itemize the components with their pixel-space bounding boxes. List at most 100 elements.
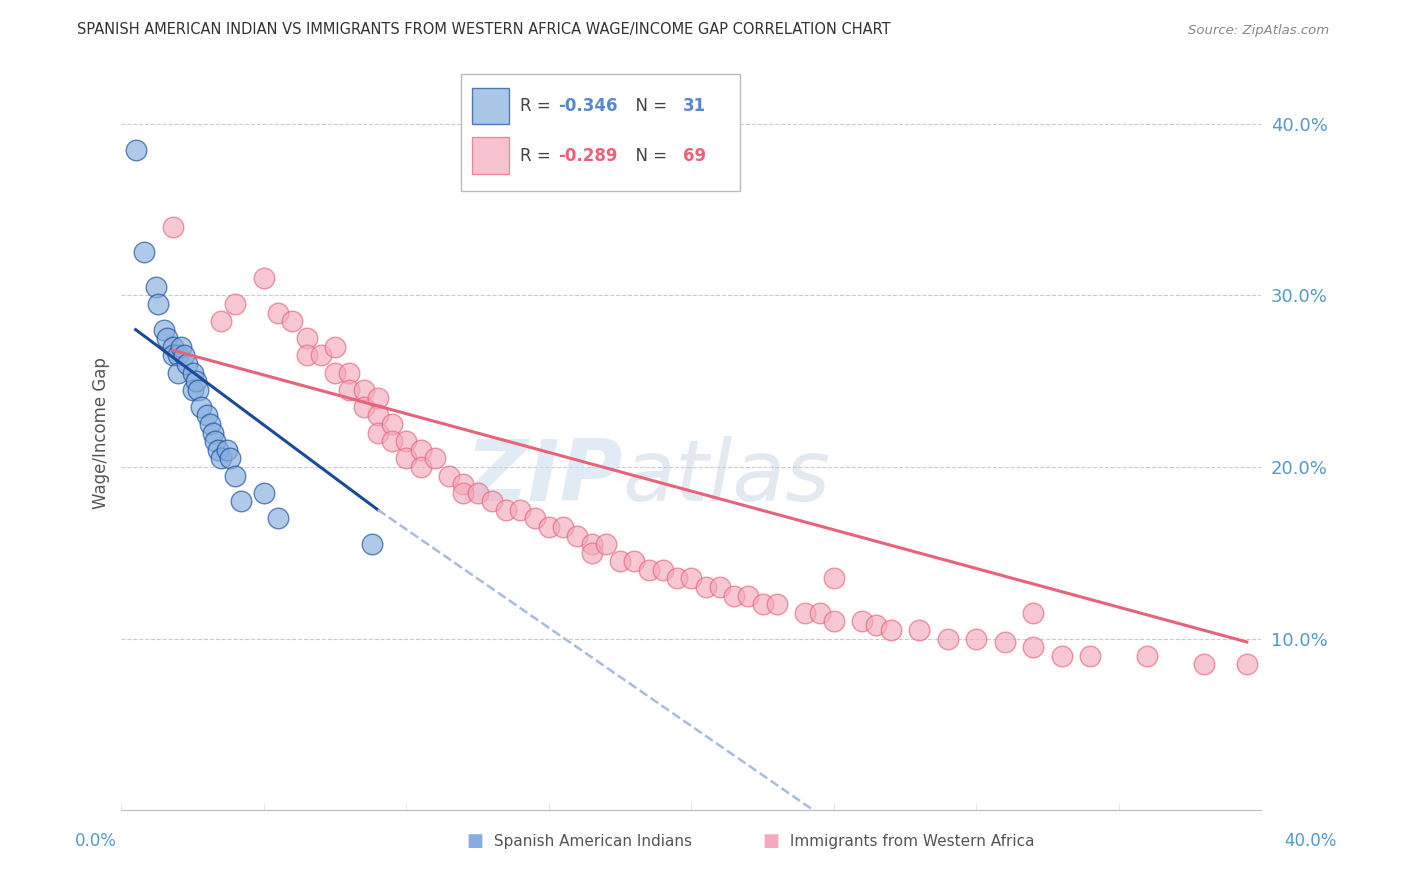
Point [437, 468, 460, 483]
Point [153, 323, 176, 337]
Text: ■: ■ [467, 831, 484, 849]
Point [936, 632, 959, 646]
Point [337, 383, 360, 397]
Text: -0.346: -0.346 [558, 96, 617, 115]
Point [253, 271, 276, 285]
Point [125, 143, 148, 157]
Text: Spanish American Indians: Spanish American Indians [489, 834, 692, 848]
Point [218, 451, 240, 466]
Point [965, 632, 987, 646]
Text: 69: 69 [683, 146, 706, 164]
Point [156, 331, 179, 345]
Point [195, 409, 218, 423]
Point [353, 383, 375, 397]
Text: 0.0%: 0.0% [75, 831, 117, 849]
Text: 31: 31 [683, 96, 706, 115]
Point [609, 554, 631, 568]
Point [170, 340, 193, 354]
Point [361, 537, 384, 551]
Point [367, 392, 389, 406]
Point [167, 366, 190, 380]
Point [495, 503, 517, 517]
Point [204, 434, 226, 449]
Point [880, 623, 903, 637]
Point [467, 485, 489, 500]
Point [509, 503, 531, 517]
Point [681, 572, 703, 586]
Point [190, 400, 212, 414]
Point [551, 520, 574, 534]
Point [637, 563, 659, 577]
Text: 40.0%: 40.0% [1284, 831, 1337, 849]
Text: SPANISH AMERICAN INDIAN VS IMMIGRANTS FROM WESTERN AFRICA WAGE/INCOME GAP CORREL: SPANISH AMERICAN INDIAN VS IMMIGRANTS FR… [77, 22, 891, 37]
Point [176, 357, 198, 371]
Point [1022, 606, 1045, 620]
Point [381, 434, 404, 449]
Point [1236, 657, 1258, 672]
Point [751, 597, 773, 611]
Point [201, 425, 224, 440]
Point [709, 580, 731, 594]
Point [808, 606, 831, 620]
Text: Immigrants from Western Africa: Immigrants from Western Africa [785, 834, 1033, 848]
Text: -0.289: -0.289 [558, 146, 617, 164]
Point [167, 348, 190, 362]
Point [453, 477, 475, 491]
Point [148, 297, 170, 311]
Point [395, 434, 418, 449]
Point [209, 314, 232, 328]
Point [523, 511, 546, 525]
Text: R =: R = [520, 146, 557, 164]
Point [323, 366, 346, 380]
Point [865, 617, 887, 632]
Point [145, 279, 167, 293]
FancyBboxPatch shape [472, 87, 509, 124]
Point [367, 425, 389, 440]
Text: atlas: atlas [623, 436, 831, 519]
Point [765, 597, 787, 611]
Point [281, 314, 304, 328]
Point [181, 383, 204, 397]
Point [851, 615, 873, 629]
Point [267, 305, 290, 319]
Point [794, 606, 817, 620]
Point [723, 589, 745, 603]
Point [823, 572, 845, 586]
Point [173, 348, 195, 362]
Point [1022, 640, 1045, 654]
Point [581, 546, 603, 560]
Text: R =: R = [520, 96, 557, 115]
Point [162, 219, 184, 234]
Point [1192, 657, 1215, 672]
Point [337, 366, 360, 380]
Point [1136, 648, 1159, 663]
Point [323, 340, 346, 354]
Point [623, 554, 645, 568]
Point [381, 417, 404, 431]
Point [823, 615, 845, 629]
Point [581, 537, 603, 551]
Point [409, 442, 432, 457]
Point [229, 494, 252, 508]
Point [184, 374, 207, 388]
Text: N =: N = [626, 146, 672, 164]
Point [367, 409, 389, 423]
Point [134, 245, 156, 260]
Point [309, 348, 332, 362]
Point [695, 580, 717, 594]
Point [181, 366, 204, 380]
Text: N =: N = [626, 96, 672, 115]
Point [537, 520, 560, 534]
Point [1078, 648, 1101, 663]
Point [198, 417, 221, 431]
Point [737, 589, 759, 603]
Point [453, 485, 475, 500]
Point [267, 511, 290, 525]
Point [187, 383, 209, 397]
Point [651, 563, 673, 577]
Point [409, 459, 432, 474]
Point [224, 297, 246, 311]
Point [224, 468, 246, 483]
Y-axis label: Wage/Income Gap: Wage/Income Gap [93, 357, 110, 508]
Point [162, 340, 184, 354]
